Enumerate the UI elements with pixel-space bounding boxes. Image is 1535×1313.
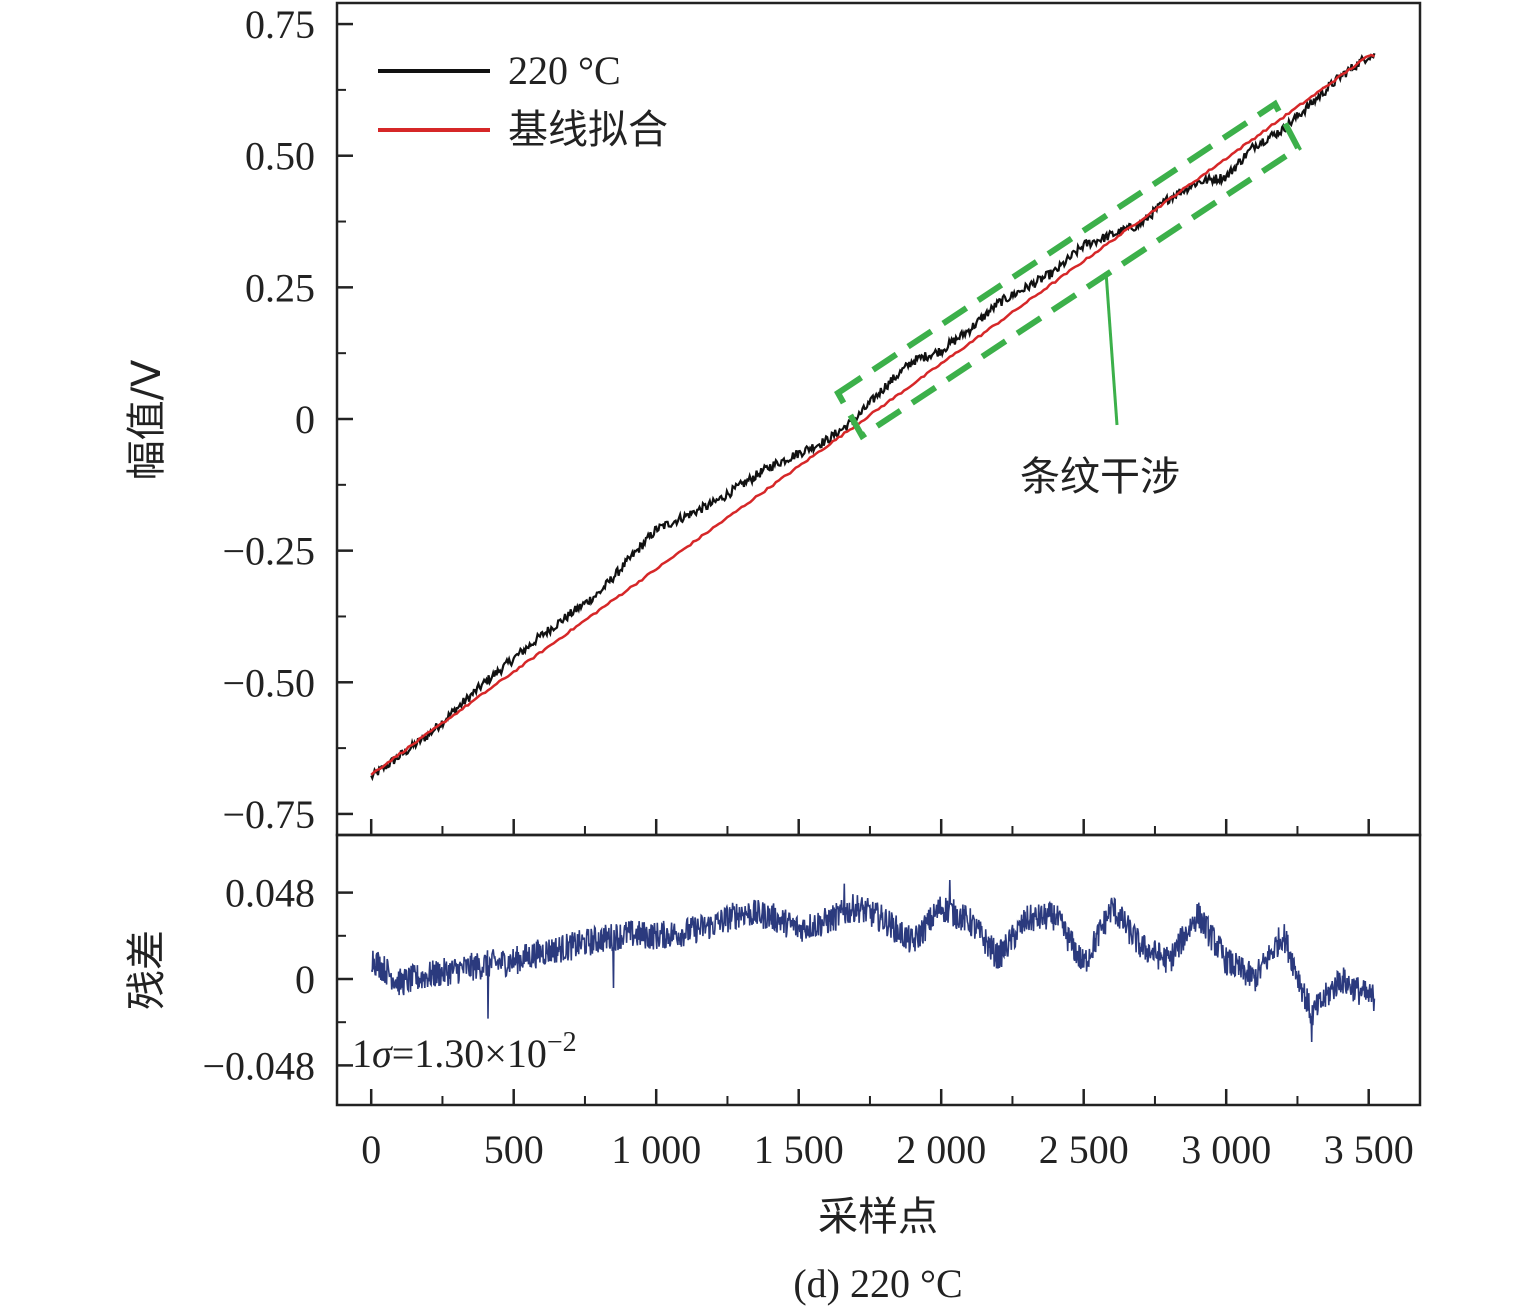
- top-y-tick-label-2: 0.25: [245, 265, 315, 310]
- x-tick-label-0: 0: [361, 1127, 381, 1172]
- series-line-measured: [370, 53, 1376, 782]
- annotation-label: 条纹干涉: [1020, 454, 1180, 500]
- x-tick-label-6: 3 000: [1181, 1127, 1271, 1172]
- top-y-tick-label-1: 0.50: [245, 134, 315, 179]
- top-panel: 0.75 0.50 0.25 0 −0.25 −0.50 −0.75 条纹干涉 220 °C…: [124, 1, 1422, 837]
- top-y-tick-label-6: −0.75: [222, 792, 315, 837]
- series-line-baseline: [370, 53, 1375, 776]
- series-line-residual: [371, 879, 1376, 1043]
- top-y-tick-label-0: 0.75: [245, 2, 315, 47]
- legend: 220 °C 基线拟合: [378, 48, 668, 153]
- sigma-annotation: 1σ=1.30×10−2: [352, 1027, 577, 1076]
- bottom-y-tick-label-2: −0.048: [202, 1043, 315, 1088]
- annotation-box: [834, 99, 1302, 441]
- top-y-ticks: 0.75 0.50 0.25 0 −0.25 −0.50 −0.75: [222, 2, 353, 837]
- bottom-series-group: [371, 879, 1376, 1043]
- top-y-tick-label-3: 0: [295, 397, 315, 442]
- top-y-tick-label-4: −0.25: [222, 529, 315, 574]
- top-y-axis-label: 幅值/V: [124, 359, 170, 480]
- x-axis-label: 采样点: [818, 1194, 938, 1240]
- top-plot-frame: [335, 1, 1422, 837]
- x-tick-label-3: 1 500: [754, 1127, 844, 1172]
- x-ticks: 0 500 1 000 1 500 2 000 2 500 3 000 3 500: [361, 819, 1414, 1172]
- bottom-y-ticks: 0.048 0 −0.048: [202, 871, 353, 1088]
- x-tick-label-1: 500: [484, 1127, 544, 1172]
- bottom-panel: 0.048 0 −0.048 0 500 1 000 1 500 2 000 2 500 3 0…: [124, 819, 1422, 1306]
- x-tick-label-7: 3 500: [1324, 1127, 1414, 1172]
- bottom-y-tick-label-1: 0: [295, 957, 315, 1002]
- top-y-tick-label-5: −0.50: [222, 660, 315, 705]
- legend-label-baseline: 基线拟合: [508, 107, 668, 153]
- bottom-y-tick-label-0: 0.048: [225, 871, 315, 916]
- x-tick-label-2: 1 000: [611, 1127, 701, 1172]
- fringe-annotation: 条纹干涉: [834, 99, 1302, 500]
- bottom-y-axis-label: 残差: [124, 930, 170, 1010]
- annotation-leader-line: [1104, 271, 1119, 426]
- legend-label-measured: 220 °C: [508, 48, 621, 93]
- x-tick-label-5: 2 500: [1039, 1127, 1129, 1172]
- figure-caption: (d) 220 °C: [793, 1261, 962, 1306]
- top-series-group: [370, 53, 1376, 782]
- bottom-plot-frame: [335, 833, 1422, 1107]
- x-tick-label-4: 2 000: [896, 1127, 986, 1172]
